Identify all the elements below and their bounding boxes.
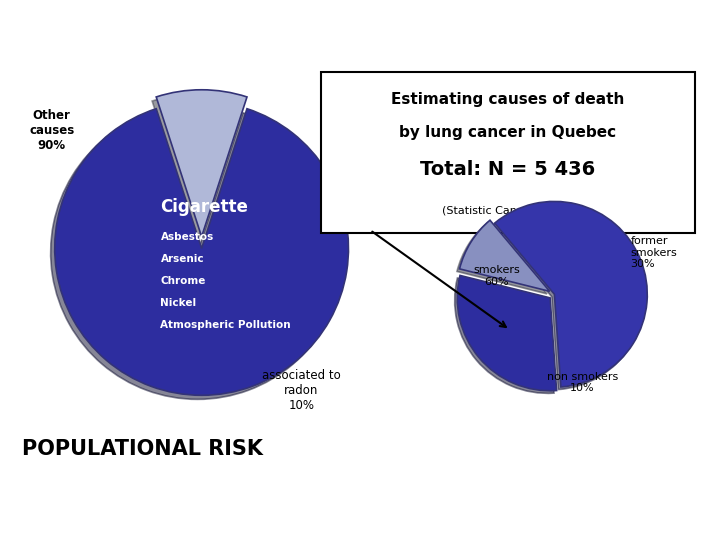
Text: Deaths associated to radon: N = 540: Deaths associated to radon: N = 540: [341, 489, 685, 507]
Text: Atmospheric Pollution: Atmospheric Pollution: [161, 320, 291, 330]
Text: by lung cancer in Quebec: by lung cancer in Quebec: [399, 125, 616, 140]
Text: Asbestos: Asbestos: [161, 232, 214, 241]
Text: Estimating causes of death: Estimating causes of death: [391, 92, 624, 107]
FancyBboxPatch shape: [320, 72, 695, 233]
Text: smokers
60%: smokers 60%: [474, 265, 520, 287]
Text: associated to
radon
10%: associated to radon 10%: [262, 369, 341, 412]
Text: Arsenic: Arsenic: [161, 254, 204, 264]
Text: Total: N = 5 436: Total: N = 5 436: [420, 159, 595, 179]
Wedge shape: [156, 90, 247, 237]
Text: Cigarette: Cigarette: [161, 198, 248, 217]
Text: Other
causes
90%: Other causes 90%: [29, 110, 74, 152]
Wedge shape: [495, 201, 647, 387]
Wedge shape: [55, 109, 348, 395]
Text: POPULATIONAL RISK: POPULATIONAL RISK: [22, 439, 263, 460]
Text: (Statistic Canada 2004): (Statistic Canada 2004): [441, 205, 574, 215]
Wedge shape: [457, 275, 557, 391]
Wedge shape: [459, 220, 549, 292]
Text: former
smokers
30%: former smokers 30%: [631, 236, 678, 269]
Text: Nickel: Nickel: [161, 298, 197, 308]
Text: Chrome: Chrome: [161, 276, 206, 286]
Text: non smokers
10%: non smokers 10%: [546, 372, 618, 393]
Text: Risk analysis at the provincial level: Risk analysis at the provincial level: [159, 26, 604, 46]
